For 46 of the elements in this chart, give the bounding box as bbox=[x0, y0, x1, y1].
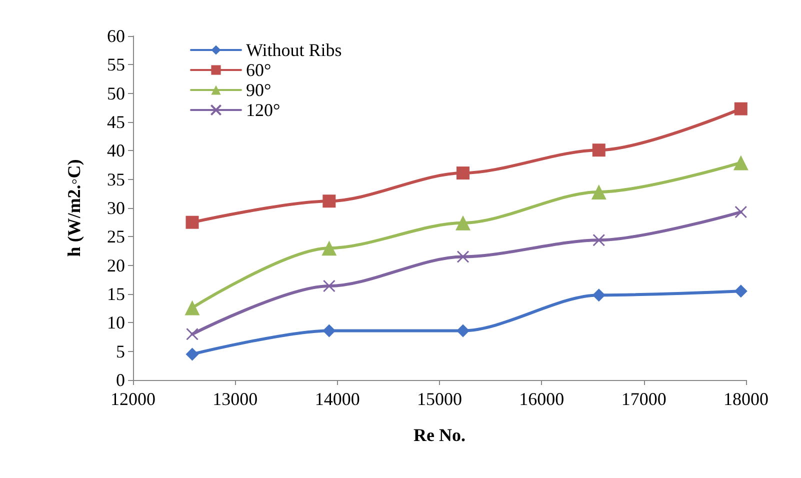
x-axis-title: Re No. bbox=[414, 425, 466, 445]
point bbox=[734, 284, 748, 298]
point bbox=[591, 184, 606, 200]
point bbox=[184, 300, 200, 316]
point bbox=[322, 194, 336, 208]
y-tick-label: 20 bbox=[107, 255, 125, 276]
point bbox=[186, 328, 199, 340]
y-tick-label: 45 bbox=[107, 112, 125, 132]
point bbox=[456, 215, 470, 230]
x-tick-label: 12000 bbox=[110, 389, 156, 409]
y-tick-label: 15 bbox=[107, 284, 125, 304]
point bbox=[186, 216, 199, 229]
y-axis-title: h (W/m2.◦C) bbox=[64, 159, 84, 257]
x-tick-label: 17000 bbox=[621, 389, 666, 409]
point bbox=[322, 324, 336, 338]
point bbox=[592, 144, 606, 157]
point bbox=[592, 288, 606, 302]
legend-label: 120° bbox=[246, 100, 280, 120]
y-tick-label: 5 bbox=[116, 341, 125, 362]
y-tick-label: 35 bbox=[107, 169, 125, 190]
y-tick-label: 30 bbox=[107, 198, 125, 218]
point bbox=[322, 240, 337, 256]
x-tick-label: 16000 bbox=[519, 389, 564, 409]
point bbox=[456, 250, 470, 263]
legend-label: Without Ribs bbox=[246, 40, 342, 60]
y-tick-label: 40 bbox=[107, 140, 125, 161]
legend-label: 90° bbox=[246, 80, 272, 100]
y-tick-label: 10 bbox=[107, 312, 125, 333]
x-tick-label: 14000 bbox=[314, 389, 360, 409]
x-tick-label: 15000 bbox=[417, 389, 462, 409]
x-tick-label: 13000 bbox=[212, 389, 258, 409]
point bbox=[456, 324, 470, 338]
point bbox=[592, 234, 606, 246]
point bbox=[734, 102, 748, 116]
y-tick-label: 60 bbox=[107, 26, 125, 46]
point bbox=[322, 280, 336, 292]
point bbox=[456, 166, 470, 180]
legend-label: 60° bbox=[246, 60, 272, 80]
point bbox=[733, 155, 748, 170]
y-tick-label: 50 bbox=[107, 83, 125, 104]
y-tick-label: 55 bbox=[107, 54, 125, 75]
x-tick-label: 18000 bbox=[724, 389, 768, 409]
y-tick-label: 0 bbox=[116, 370, 125, 390]
point bbox=[186, 348, 199, 361]
y-tick-label: 25 bbox=[107, 226, 125, 247]
point bbox=[734, 206, 748, 218]
